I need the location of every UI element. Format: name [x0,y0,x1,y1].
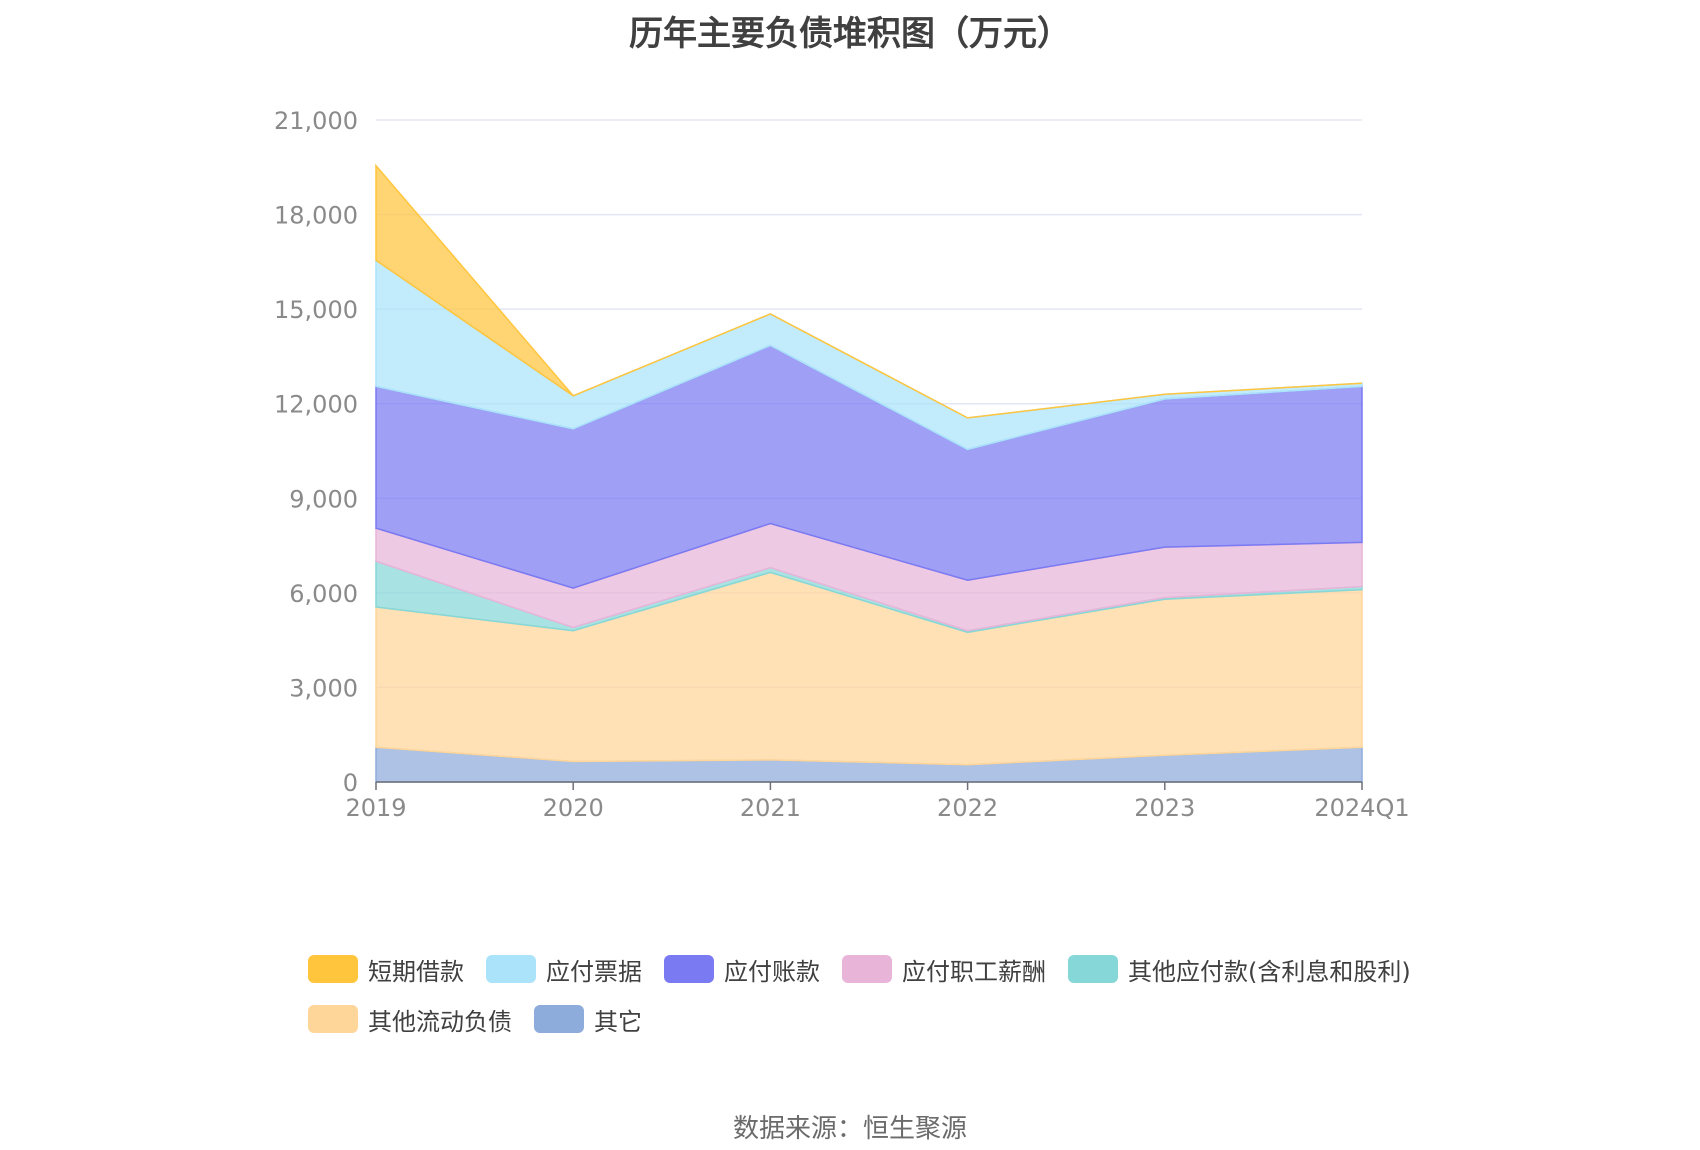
legend-label: 应付职工薪酬 [902,957,1046,986]
legend-swatch [534,1005,584,1033]
y-tick-label: 9,000 [289,485,358,513]
area-短期借款 [375,163,1363,419]
axes: 0 3,000 6,000 9,000 12,000 15,000 18,000 21,000… [274,107,1410,822]
stacked-area-chart: 0 3,000 6,000 9,000 12,000 15,000 18,000 21,000… [274,107,1410,822]
x-tick-label: 2019 [345,794,406,822]
y-tick-label: 18,000 [274,202,358,230]
legend-label: 其他应付款(含利息和股利) [1128,957,1411,986]
legend-label: 应付账款 [724,957,820,986]
y-tick-label: 6,000 [289,580,358,608]
legend-item[interactable]: 应付账款 [664,952,820,986]
legend-label: 应付票据 [546,957,642,986]
legend-item[interactable]: 应付票据 [486,952,642,986]
legend-item[interactable]: 短期借款 [308,952,464,986]
legend-swatch [486,955,536,983]
y-tick-label: 15,000 [274,296,358,324]
legend-item[interactable]: 其他流动负债 [308,1002,512,1036]
legend-swatch [308,955,358,983]
x-tick-label: 2023 [1134,794,1195,822]
y-tick-label: 3,000 [289,674,358,702]
area-series [375,163,1363,783]
chart-title: 历年主要负债堆积图（万元） [629,14,1071,54]
legend-swatch [664,955,714,983]
legend-swatch [308,1005,358,1033]
legend-label: 其他流动负债 [368,1007,512,1036]
legend-item[interactable]: 应付职工薪酬 [842,952,1046,986]
y-tick-label: 12,000 [274,391,358,419]
legend-swatch [1068,955,1118,983]
y-tick-label: 0 [343,769,358,797]
x-tick-label: 2021 [740,794,801,822]
y-tick-label: 21,000 [274,107,358,135]
x-tick-label: 2020 [543,794,604,822]
data-source-note: 数据来源：恒生聚源 [732,1114,967,1144]
legend-swatch [842,955,892,983]
legend-label: 短期借款 [368,957,464,986]
legend-item[interactable]: 其它 [534,1002,642,1036]
x-tick-label: 2024Q1 [1314,794,1409,822]
legend-item[interactable]: 其他应付款(含利息和股利) [1068,952,1411,986]
x-tick-label: 2022 [937,794,998,822]
legend-label: 其它 [594,1007,642,1036]
